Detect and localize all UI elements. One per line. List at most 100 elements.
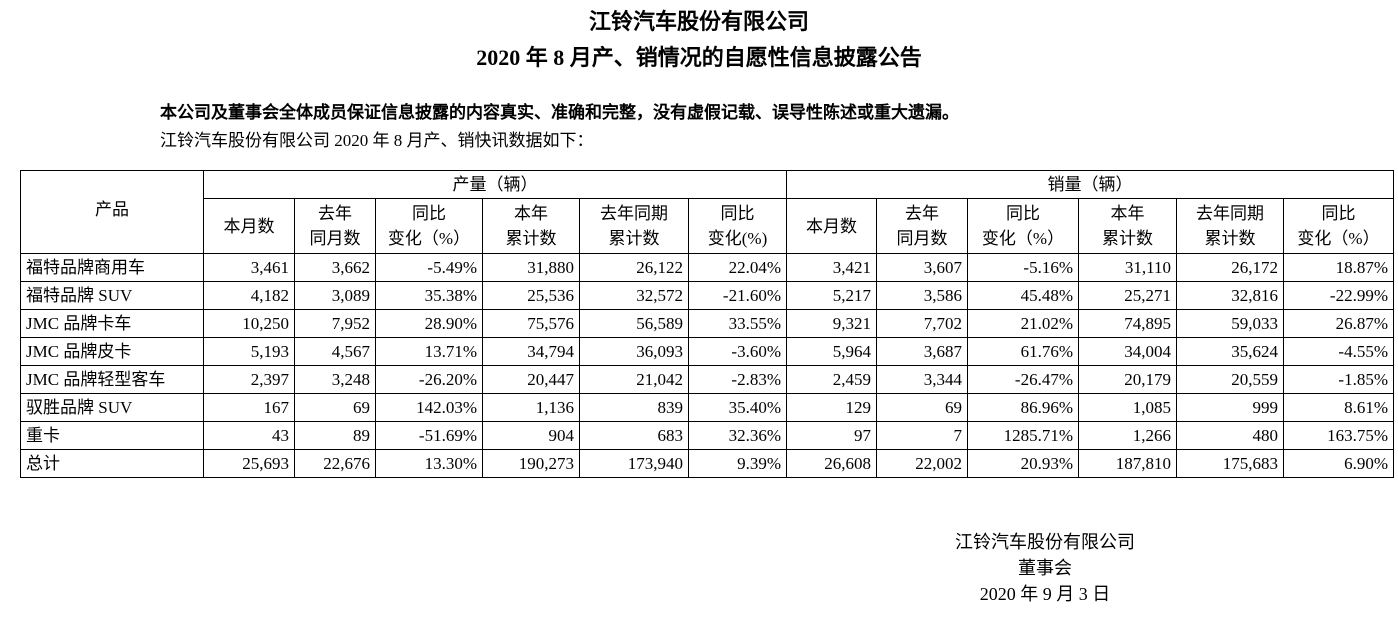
cell-value: 35.40% [688, 393, 787, 422]
cell-value: 59,033 [1176, 309, 1284, 338]
column-header-line: 同比 [1321, 204, 1356, 223]
cell-value: 4,182 [203, 281, 295, 310]
cell-value: 56,589 [579, 309, 689, 338]
cell-value: 33.55% [688, 309, 787, 338]
column-header: 去年同期 累计数 [579, 198, 689, 254]
cell-value: 61.76% [967, 337, 1079, 366]
cell-value: 3,421 [786, 253, 877, 282]
cell-value: 839 [579, 393, 689, 422]
cell-value: 3,248 [294, 365, 376, 394]
cell-value: -3.60% [688, 337, 787, 366]
cell-value: -5.16% [967, 253, 1079, 282]
product-name: 福特品牌 SUV [20, 281, 204, 310]
cell-value: 1,136 [482, 393, 580, 422]
footer-company: 江铃汽车股份有限公司 [955, 532, 1135, 552]
cell-value: -2.83% [688, 365, 787, 394]
cell-value: 32,572 [579, 281, 689, 310]
column-header-line: 去年同期 [600, 204, 668, 223]
cell-value: 4,567 [294, 337, 376, 366]
cell-value: 175,683 [1176, 449, 1284, 478]
cell-value: 21,042 [579, 365, 689, 394]
group-header: 产量（辆） [203, 170, 787, 199]
cell-value: 3,687 [876, 337, 968, 366]
cell-value: 13.30% [375, 449, 483, 478]
cell-value: 21.02% [967, 309, 1079, 338]
cell-value: 89 [294, 421, 376, 450]
cell-value: 22,002 [876, 449, 968, 478]
column-header-line: 变化（%） [387, 229, 471, 248]
cell-value: 9,321 [786, 309, 877, 338]
column-header: 本年 累计数 [1078, 198, 1177, 254]
cell-value: 43 [203, 421, 295, 450]
statement: 本公司及董事会全体成员保证信息披露的内容真实、准确和完整，没有虚假记载、误导性陈… [160, 103, 959, 122]
column-header: 去年同期 累计数 [1176, 198, 1284, 254]
column-header-line: 同月数 [309, 229, 361, 248]
product-name: 重卡 [20, 421, 204, 450]
cell-value: 480 [1176, 421, 1284, 450]
cell-value: 7,952 [294, 309, 376, 338]
cell-value: 69 [294, 393, 376, 422]
column-header: 本月数 [786, 198, 877, 254]
cell-value: -26.47% [967, 365, 1079, 394]
cell-value: -1.85% [1283, 365, 1394, 394]
column-header-line: 变化(%) [707, 229, 768, 248]
cell-value: 26.87% [1283, 309, 1394, 338]
column-header: 同比变化(%) [688, 198, 787, 254]
cell-value: 9.39% [688, 449, 787, 478]
column-header-line: 本年 [514, 204, 548, 223]
data-row: JMC 品牌轻型客车 2,397 3,248 -26.20% 20,447 21,042-… [20, 365, 1394, 394]
product-header: 产品 [20, 170, 204, 254]
cell-value: -22.99% [1283, 281, 1394, 310]
cell-value: 20,559 [1176, 365, 1284, 394]
data-row: 驭胜品牌 SUV 167 69 142.03% 1,136 839 35.40% 129 69 8… [20, 393, 1394, 422]
column-header-line: 同比 [720, 204, 755, 223]
cell-value: 97 [786, 421, 877, 450]
cell-value: 34,004 [1078, 337, 1177, 366]
cell-value: 10,250 [203, 309, 295, 338]
column-header: 去年 同月数 [294, 198, 376, 254]
column-header-line: 变化（%） [1297, 229, 1380, 248]
product-name: 驭胜品牌 SUV [20, 393, 204, 422]
cell-value: 26,172 [1176, 253, 1284, 282]
cell-value: 3,344 [876, 365, 968, 394]
column-header-line: 变化（%） [981, 229, 1065, 248]
column-header-line: 本月数 [806, 216, 857, 236]
cell-value: 34,794 [482, 337, 580, 366]
cell-value: -26.20% [375, 365, 483, 394]
cell-value: 129 [786, 393, 877, 422]
column-header-line: 同月数 [896, 229, 948, 248]
column-header-line: 去年同期 [1196, 204, 1264, 223]
cell-value: 190,273 [482, 449, 580, 478]
column-header-line: 累计数 [1204, 229, 1256, 248]
data-row: 总计 25,693 22,676 13.30% 190,273 173,940 9.39% 2… [20, 449, 1394, 478]
subheader-row: 本月数 去年 同月数 同比 变化（%） 本年 累计数 去年同期 累计数 同比 变化(%) 本月数 去年同… [21, 198, 1394, 254]
title: 江铃汽车股份有限公司 [588, 9, 809, 34]
product-name: 福特品牌商用车 [20, 253, 204, 282]
column-header-line: 本年 [1110, 204, 1145, 223]
data-row: JMC 品牌皮卡 5,193 4,567 13.71% 34,794 36,093 -3.6… [20, 337, 1394, 366]
cell-value: 26,608 [786, 449, 877, 478]
column-header-line: 去年 [905, 204, 939, 223]
cell-value: 1,085 [1078, 393, 1177, 422]
column-header-line: 同比 [412, 204, 446, 223]
cell-value: 18.87% [1283, 253, 1394, 282]
data-row: JMC 品牌卡车 10,250 7,952 28.90% 75,576 56,589 33.… [20, 309, 1394, 338]
cell-value: -21.60% [688, 281, 787, 310]
cell-value: 6.90% [1283, 449, 1394, 478]
cell-value: 26,122 [579, 253, 689, 282]
cell-value: 683 [579, 421, 689, 450]
cell-value: 20,447 [482, 365, 580, 394]
cell-value: -5.49% [375, 253, 483, 282]
cell-value: 167 [203, 393, 295, 422]
data-row: 福特品牌 SUV 4,182 3,089 35.38% 25,536 32,572 -21.… [20, 281, 1394, 310]
cell-value: 35.38% [375, 281, 483, 310]
cell-value: 173,940 [579, 449, 689, 478]
cell-value: 3,662 [294, 253, 376, 282]
product-name: JMC 品牌卡车 [20, 309, 204, 338]
cell-value: 13.71% [375, 337, 483, 366]
column-header-line: 累计数 [1102, 229, 1153, 248]
cell-value: 3,461 [203, 253, 295, 282]
cell-value: -4.55% [1283, 337, 1394, 366]
